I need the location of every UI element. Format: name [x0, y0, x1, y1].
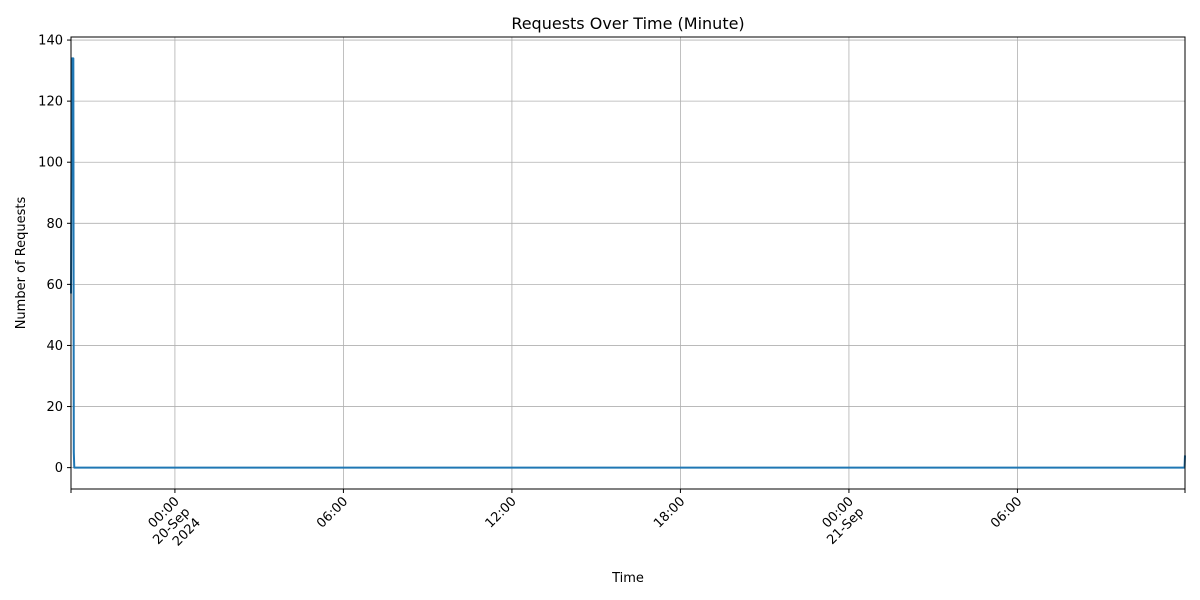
plot-background: [71, 37, 1185, 489]
x-tick-label: 00:0020-Sep2024: [140, 494, 204, 558]
grid-lines: [71, 37, 1185, 489]
y-tick-label: 140: [38, 34, 63, 49]
x-tick-label-line: 12:00: [483, 494, 520, 531]
x-axis-ticks: 00:0020-Sep2024 06:00 12:00 18:00 00:0021-Se…: [70, 489, 1186, 558]
x-tick-label-line: 18:00: [651, 494, 688, 531]
plot-frame: [70, 36, 1186, 490]
x-axis-label: Time: [611, 571, 644, 586]
series-line: [70, 57, 1186, 469]
y-tick-label: 40: [46, 339, 63, 354]
x-tick-label-line: 06:00: [314, 494, 351, 531]
x-tick-label: 12:00: [483, 494, 520, 531]
chart-title: Requests Over Time (Minute): [511, 14, 744, 33]
y-tick-label: 0: [55, 461, 63, 476]
y-tick-label: 100: [38, 156, 63, 171]
y-tick-label: 120: [38, 95, 63, 110]
y-tick-label: 60: [46, 278, 63, 293]
x-tick-label: 06:00: [314, 494, 351, 531]
y-tick-label: 80: [46, 217, 63, 232]
x-tick-label: 06:00: [988, 494, 1025, 531]
y-axis-ticks: 0 20 40 60 80 100 120 140: [38, 34, 71, 476]
x-tick-label: 00:0021-Sep: [814, 494, 868, 548]
series-layer: [70, 57, 1186, 469]
x-tick-label: 18:00: [651, 494, 688, 531]
x-tick-label-line: 06:00: [988, 494, 1025, 531]
y-tick-label: 20: [46, 400, 63, 415]
y-axis-label: Number of Requests: [14, 196, 29, 329]
